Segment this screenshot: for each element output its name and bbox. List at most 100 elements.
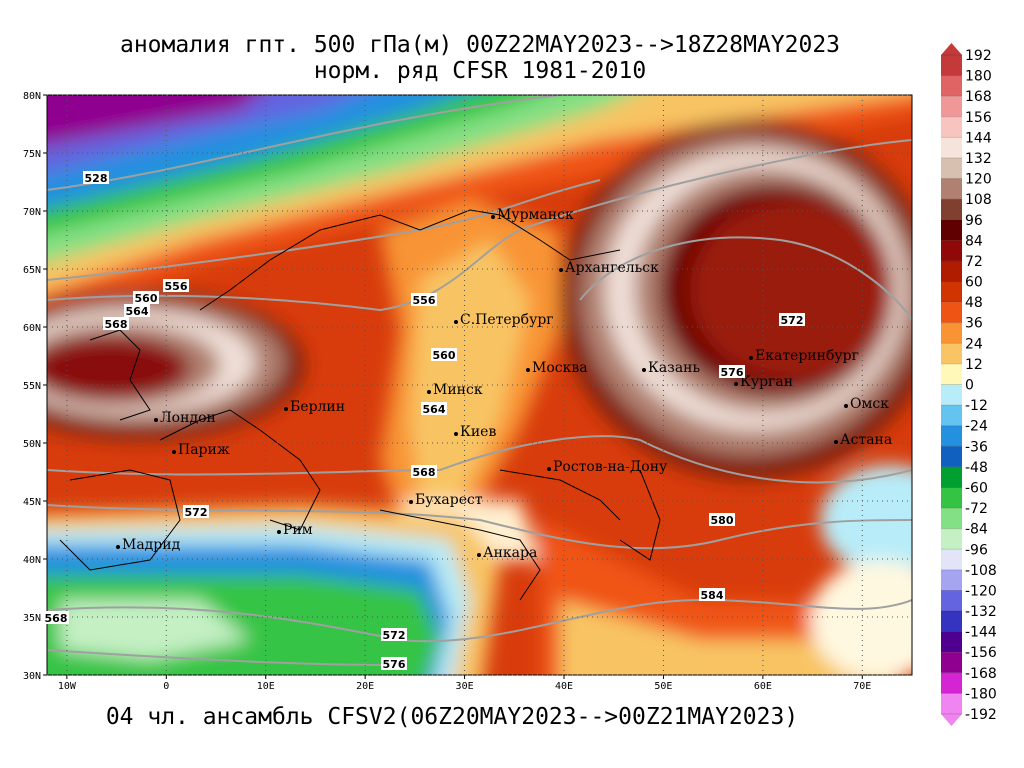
contour-label: 528: [85, 172, 108, 185]
city-dot: [277, 530, 281, 534]
colorbar-label: 72: [965, 254, 983, 270]
city-label: Анкара: [483, 545, 537, 561]
colorbar-label: -48: [965, 460, 988, 476]
colorbar-swatch: [941, 96, 962, 117]
city-dot: [547, 467, 551, 471]
colorbar-swatch: [941, 178, 962, 200]
x-tick-label: 30E: [456, 681, 474, 692]
colorbar-swatch: [941, 693, 962, 714]
colorbar-swatch: [941, 260, 962, 282]
contour-label-bg: [43, 611, 69, 624]
x-tick-label: 20E: [356, 681, 374, 692]
subtitle: норм. ряд CFSR 1981-2010: [314, 58, 646, 84]
x-tick-label: 60E: [754, 681, 772, 692]
contour-label-bg: [381, 628, 407, 641]
contour-label-bg: [103, 317, 129, 330]
colorbar-swatch: [941, 652, 962, 673]
contour-label: 556: [413, 294, 436, 307]
colorbar-swatch: [941, 157, 962, 179]
city-label: Мурманск: [497, 207, 574, 223]
city-dot: [116, 545, 120, 549]
colorbar-swatch: [941, 590, 962, 612]
colorbar-swatch: [941, 569, 962, 591]
x-tick-label: 10W: [58, 681, 77, 692]
colorbar-label: -192: [965, 707, 997, 723]
city-label: Париж: [178, 442, 230, 458]
colorbar-label: -60: [965, 480, 988, 496]
contour-label-bg: [163, 279, 189, 292]
colorbar-swatch: [941, 199, 962, 220]
x-tick-label: 70E: [853, 681, 871, 692]
colorbar-label: 168: [965, 89, 992, 105]
contour-label-bg: [719, 365, 745, 378]
contour-label-bg: [381, 657, 407, 670]
city-dot: [454, 320, 458, 324]
y-tick-label: 50N: [23, 439, 41, 450]
city-dot: [844, 404, 848, 408]
contour-label-bg: [709, 513, 735, 526]
title: аномалия гпт. 500 гПа(м) 00Z22MAY2023-->…: [120, 32, 840, 58]
colorbar-swatch: [941, 672, 962, 694]
contour-label: 568: [413, 466, 436, 479]
colorbar-label: -108: [965, 563, 997, 579]
colorbar-swatch: [941, 487, 962, 509]
city-label: Лондон: [160, 410, 216, 426]
colorbar-label: 84: [965, 233, 983, 249]
contour-label: 564: [126, 305, 149, 318]
city-label: Курган: [740, 374, 793, 390]
colorbar-swatch: [941, 137, 962, 158]
colorbar-swatch: [941, 55, 962, 76]
city-dot: [734, 382, 738, 386]
x-tick-label: 40E: [555, 681, 573, 692]
colorbar-swatch: [941, 528, 962, 550]
colorbar-label: 60: [965, 275, 983, 291]
y-tick-label: 60N: [23, 323, 41, 334]
colorbar-swatch: [941, 219, 962, 241]
colorbar-swatch: [941, 116, 962, 138]
colorbar-swatch: [941, 384, 962, 406]
contour-lines: [47, 95, 912, 666]
colorbar-label: 120: [965, 172, 992, 188]
y-tick-label: 35N: [23, 613, 41, 624]
city-label: Киев: [460, 424, 496, 440]
city-dot: [172, 450, 176, 454]
coastlines: [59, 209, 661, 601]
y-tick-label: 30N: [23, 671, 41, 682]
city-label: С.Петербург: [460, 312, 554, 328]
x-tick-label: 50E: [654, 681, 672, 692]
contour-label-bg: [699, 588, 725, 601]
contour-label: 572: [383, 629, 406, 642]
colorbar-label: 108: [965, 192, 992, 208]
colorbar-label: -168: [965, 666, 997, 682]
contour-label-bg: [421, 402, 447, 415]
contour-label-bg: [411, 465, 437, 478]
colorbar-label: 132: [965, 151, 992, 167]
y-tick-label: 40N: [23, 555, 41, 566]
city-dot: [491, 215, 495, 219]
contour-label: 568: [45, 612, 68, 625]
city-label: Минск: [433, 382, 483, 398]
colorbar-swatch: [941, 425, 962, 447]
city-dot: [427, 390, 431, 394]
colorbar-label: -12: [965, 398, 988, 414]
colorbar-swatch: [941, 75, 962, 97]
city-dot: [284, 407, 288, 411]
colorbar-swatch: [941, 446, 962, 467]
contour-label: 576: [721, 366, 744, 379]
x-tick-label: 10E: [257, 681, 275, 692]
colorbar-swatch: [941, 405, 962, 426]
colorbar-label: 12: [965, 357, 983, 373]
colorbar-label: 36: [965, 316, 983, 332]
colorbar-label: 24: [965, 336, 983, 352]
colorbar-label: -36: [965, 439, 988, 455]
y-tick-label: 70N: [23, 207, 41, 218]
city-label: Рим: [283, 522, 313, 538]
city-dot: [477, 553, 481, 557]
city-dot: [409, 500, 413, 504]
x-tick-label: 0: [163, 681, 169, 692]
colorbar-swatch: [941, 549, 962, 570]
contour-label: 560: [433, 349, 456, 362]
y-tick-label: 45N: [23, 497, 41, 508]
contour-label-bg: [133, 291, 159, 304]
contour-label: 560: [135, 292, 158, 305]
